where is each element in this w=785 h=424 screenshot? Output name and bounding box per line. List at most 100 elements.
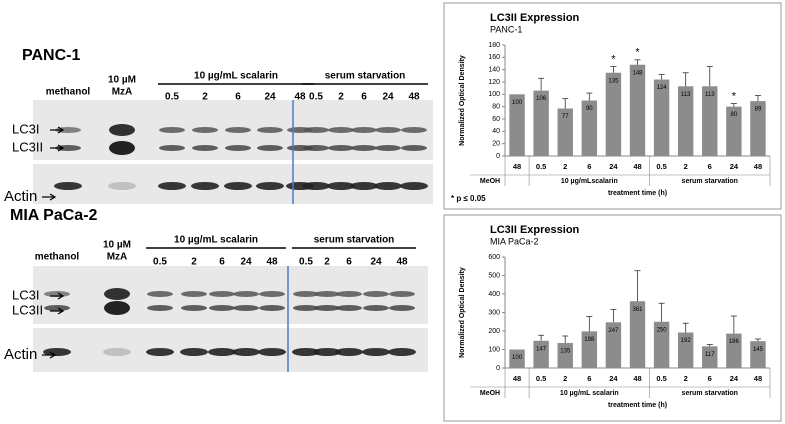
arrow-head xyxy=(57,126,65,134)
x-tick-label: 48 xyxy=(633,162,641,171)
band xyxy=(181,291,207,297)
x-axis-label: treatment time (h) xyxy=(608,190,667,197)
bar xyxy=(533,90,549,156)
chart-frame xyxy=(443,214,782,422)
x-tick-label: 24 xyxy=(730,374,739,383)
lane-label: 6 xyxy=(346,257,352,268)
chart-title: LC3II Expression xyxy=(490,224,580,236)
arrow-head xyxy=(49,193,57,201)
x-tick-label: 24 xyxy=(609,374,618,383)
lane-label: 48 xyxy=(408,92,420,103)
band xyxy=(44,305,70,311)
bar xyxy=(629,64,646,156)
lane-label: 0.5 xyxy=(299,257,313,268)
x-tick-label: 2 xyxy=(563,374,567,383)
y-tick-label: 500 xyxy=(488,272,500,279)
y-tick-label: 60 xyxy=(492,116,500,123)
x-tick-label: 0.5 xyxy=(656,374,666,383)
x-tick-label: 6 xyxy=(708,162,712,171)
significance-marker: * xyxy=(635,47,640,59)
group-label: 10 µg/mL scalarin xyxy=(174,235,258,246)
y-tick-label: 200 xyxy=(488,328,500,335)
band xyxy=(257,127,283,133)
band xyxy=(233,291,259,297)
lane-label: 6 xyxy=(235,92,241,103)
band xyxy=(336,305,362,311)
lane-label: 2 xyxy=(191,257,197,268)
value-label: 148 xyxy=(632,70,643,76)
group-label: serum starvation xyxy=(682,390,738,397)
x-tick-label: 24 xyxy=(609,162,618,171)
chart-subtitle: PANC-1 xyxy=(490,24,522,34)
band xyxy=(191,182,219,190)
y-tick-label: 40 xyxy=(492,128,500,135)
band xyxy=(256,182,284,190)
value-label: 113 xyxy=(705,92,715,98)
lane-label: MzA xyxy=(107,252,128,263)
band xyxy=(109,124,135,136)
value-label: 106 xyxy=(536,96,547,102)
y-tick-label: 100 xyxy=(488,346,500,353)
lane-label: 6 xyxy=(361,92,367,103)
band xyxy=(350,182,378,190)
lane-label: 24 xyxy=(240,257,252,268)
band xyxy=(259,305,285,311)
x-tick-label: 6 xyxy=(708,374,712,383)
value-label: 361 xyxy=(632,307,643,313)
band xyxy=(328,127,354,133)
y-tick-label: 180 xyxy=(488,42,500,49)
lane-label: 24 xyxy=(370,257,382,268)
y-tick-label: 400 xyxy=(488,291,500,298)
significance-marker: * xyxy=(732,90,737,102)
band xyxy=(314,305,340,311)
bar xyxy=(653,79,670,156)
chart-title: LC3II Expression xyxy=(490,12,580,24)
value-label: 135 xyxy=(560,349,571,355)
band xyxy=(362,348,390,356)
group-label: serum starvation xyxy=(682,178,738,185)
lane-label: 6 xyxy=(219,257,225,268)
lane-label: 48 xyxy=(396,257,408,268)
group-label: serum starvation xyxy=(325,71,406,82)
band xyxy=(336,291,362,297)
lane-label: methanol xyxy=(46,87,91,98)
band xyxy=(225,127,251,133)
bar xyxy=(605,72,622,156)
band xyxy=(292,348,320,356)
x-tick-label: 48 xyxy=(754,374,762,383)
band xyxy=(43,348,71,356)
value-label: 89 xyxy=(755,107,762,113)
arrow-head xyxy=(57,144,65,152)
band-label: LC3II xyxy=(12,302,43,317)
lane-label: 0.5 xyxy=(153,257,167,268)
value-label: 145 xyxy=(753,347,764,353)
bar xyxy=(653,321,670,368)
band xyxy=(104,288,130,300)
band xyxy=(147,305,173,311)
band xyxy=(389,291,415,297)
lane-label: 2 xyxy=(202,92,208,103)
chart-subtitle: MIA PaCa-2 xyxy=(490,236,539,246)
value-label: 198 xyxy=(584,337,595,343)
arrow-head xyxy=(49,351,57,359)
bar xyxy=(581,100,598,156)
group-label: MeOH xyxy=(480,178,500,185)
band xyxy=(158,182,186,190)
x-tick-label: 24 xyxy=(730,162,739,171)
band xyxy=(233,305,259,311)
band xyxy=(327,182,355,190)
bar xyxy=(509,94,525,156)
bar xyxy=(509,349,525,368)
group-label: 10 µg/mL scalarin xyxy=(560,390,619,397)
bar xyxy=(557,108,573,156)
band xyxy=(335,348,363,356)
band xyxy=(104,301,130,315)
band xyxy=(314,291,340,297)
y-tick-label: 20 xyxy=(492,141,500,148)
band xyxy=(363,291,389,297)
value-label: 147 xyxy=(536,346,547,352)
bar xyxy=(750,341,766,368)
band xyxy=(328,145,354,151)
band xyxy=(351,127,377,133)
band xyxy=(375,145,401,151)
